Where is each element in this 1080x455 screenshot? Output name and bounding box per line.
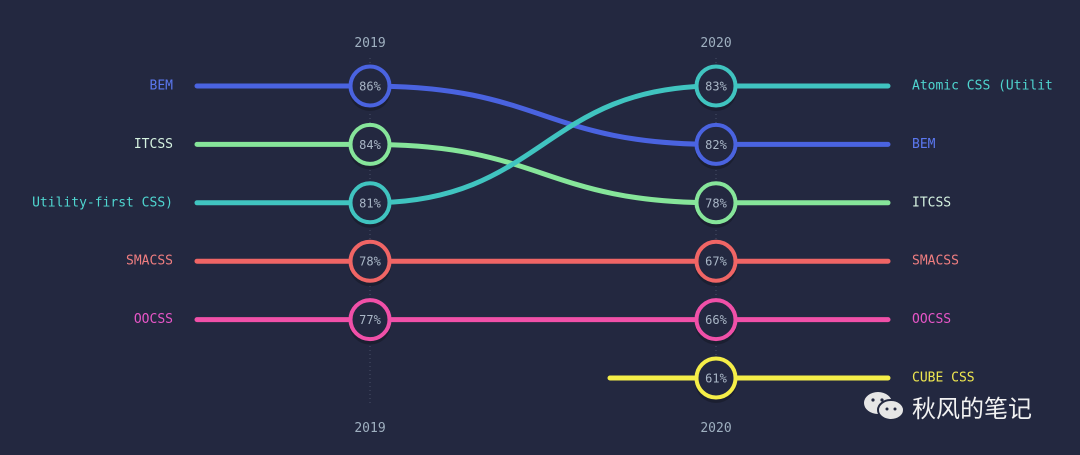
data-label: 66% (705, 313, 727, 327)
data-label: 78% (359, 255, 381, 269)
series-line (194, 83, 891, 147)
series-label-2020: OOCSS (912, 312, 951, 327)
data-label: 61% (705, 372, 727, 386)
data-label: 81% (359, 196, 381, 210)
data-point (348, 181, 392, 225)
year-label-top: 2019 (354, 36, 385, 51)
series-line (194, 83, 891, 206)
data-label: 78% (705, 196, 727, 210)
data-label: 77% (359, 313, 381, 327)
year-label-top: 2020 (700, 36, 731, 51)
series-label-2020: Atomic CSS (Utilit (912, 79, 1053, 94)
year-label-bottom: 2020 (700, 421, 731, 436)
data-point (694, 181, 738, 225)
data-point (348, 298, 392, 342)
series-label-2020: ITCSS (912, 195, 951, 210)
data-label: 67% (705, 255, 727, 269)
series-label-2020: SMACSS (912, 254, 959, 269)
data-point (694, 356, 738, 400)
series-label-2019: OOCSS (134, 312, 173, 327)
data-label: 83% (705, 80, 727, 94)
data-point (694, 239, 738, 283)
series-label-2019: ITCSS (134, 137, 173, 152)
data-point (348, 122, 392, 166)
series-label-2020: BEM (912, 137, 936, 152)
data-point (348, 239, 392, 283)
data-point (694, 298, 738, 342)
watermark-text: 秋风的笔记 (912, 394, 1032, 423)
watermark: 秋风的笔记 (862, 388, 1032, 424)
wechat-icon (864, 392, 905, 421)
data-label: 86% (359, 80, 381, 94)
data-point (694, 122, 738, 166)
year-label-bottom: 2019 (354, 421, 385, 436)
series-label-2019: Utility-first CSS) (32, 195, 173, 210)
series-label-2019: BEM (150, 79, 174, 94)
series-label-2020: CUBE CSS (912, 371, 975, 386)
data-label: 84% (359, 138, 381, 152)
data-label: 82% (705, 138, 727, 152)
data-point (694, 64, 738, 108)
data-point (348, 64, 392, 108)
series-line (194, 141, 891, 206)
series-label-2019: SMACSS (126, 254, 173, 269)
